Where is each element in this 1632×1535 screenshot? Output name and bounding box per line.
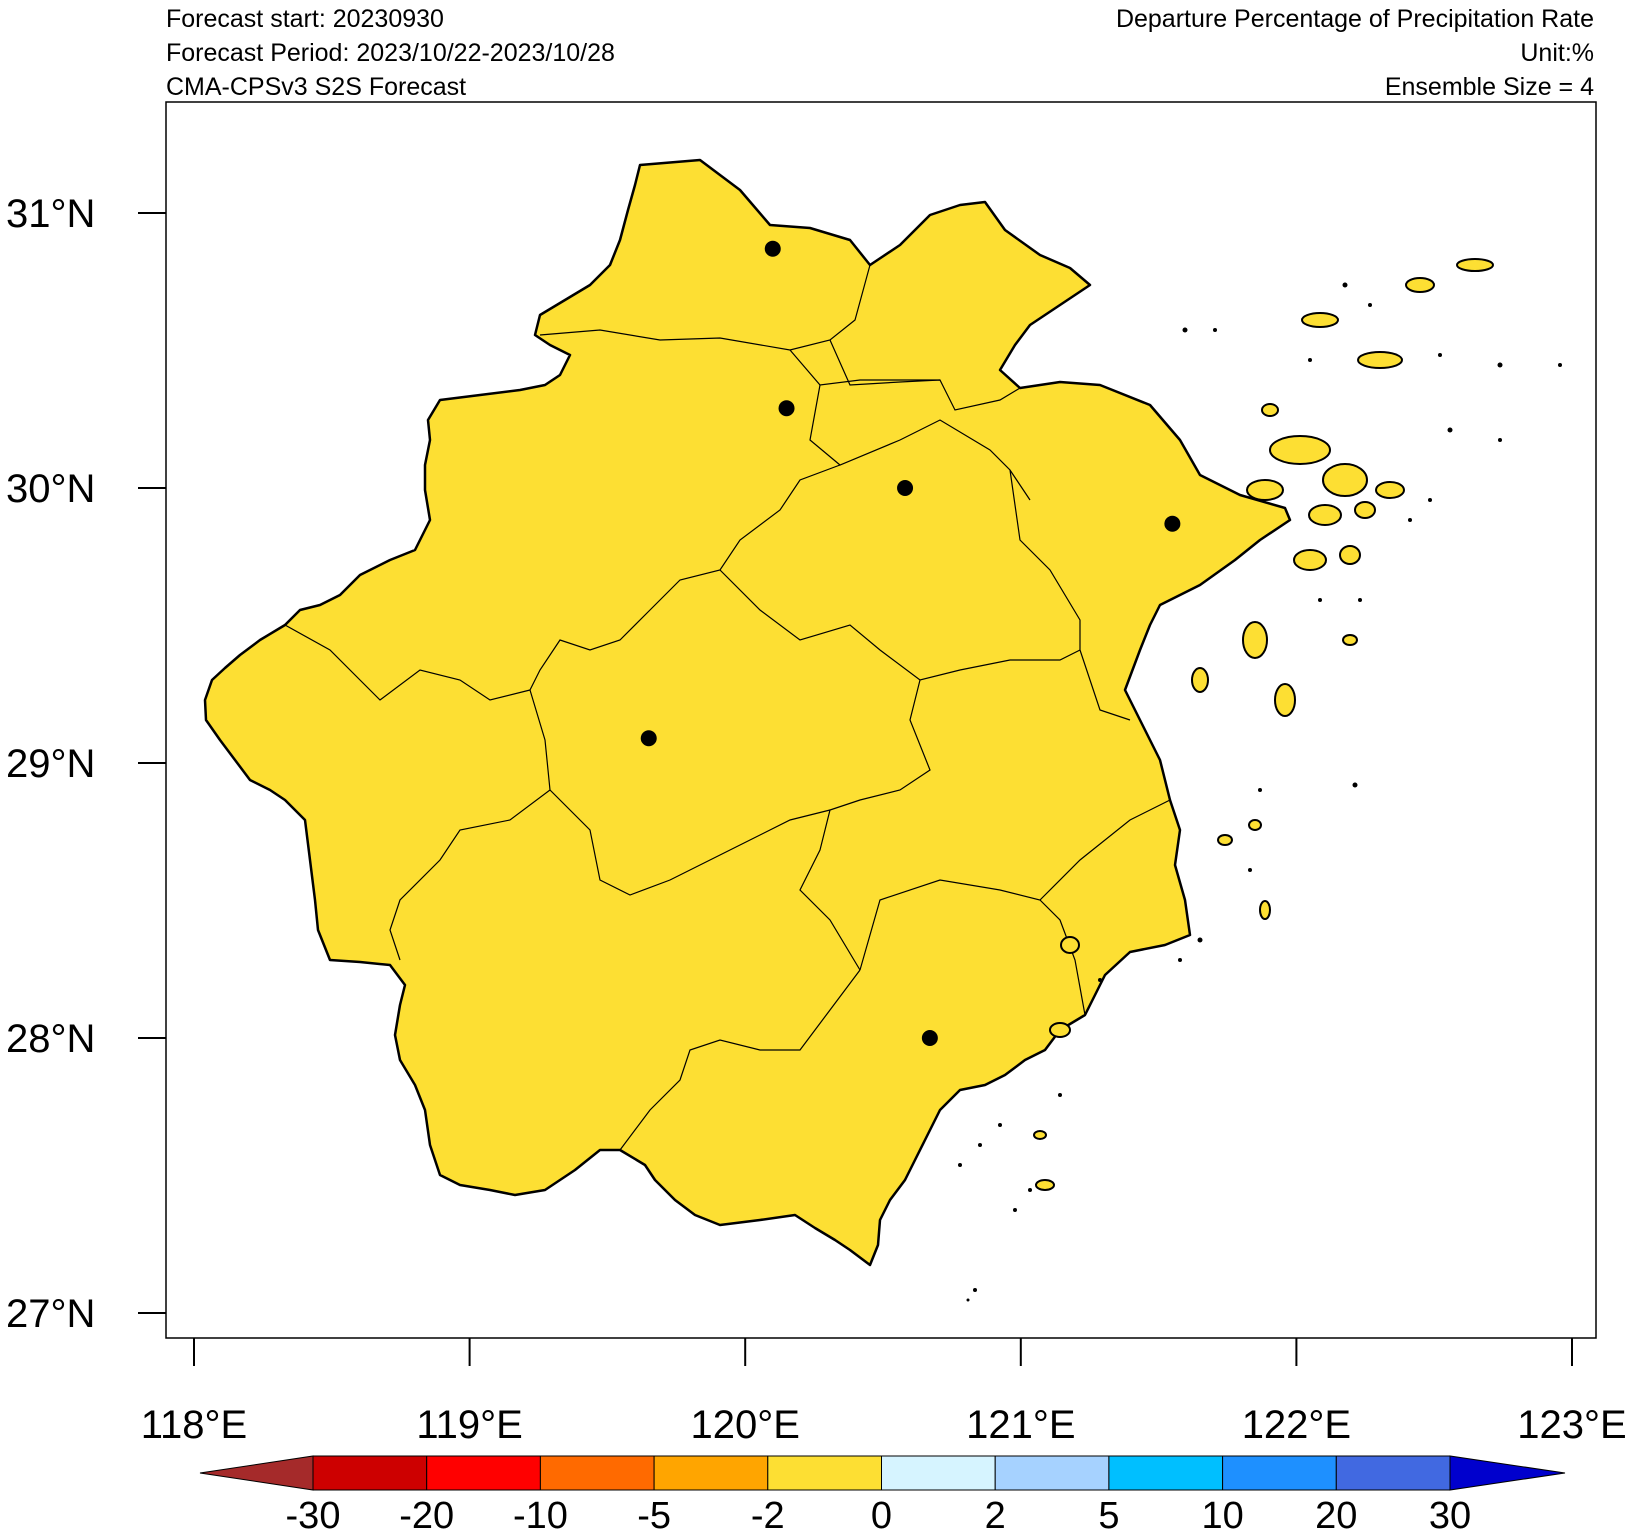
forecast-period-text: Forecast Period: 2023/10/22-2023/10/28: [166, 39, 615, 67]
lat-tick-label: 27°N: [6, 1292, 95, 1336]
colorbar-label: 30: [1429, 1495, 1471, 1535]
lat-tick-label: 29°N: [6, 742, 95, 786]
colorbar-right-arrow: [1449, 1455, 1566, 1491]
colorbar-box: [426, 1455, 541, 1491]
colorbar-label: -5: [637, 1495, 671, 1535]
city-marker: [640, 730, 657, 747]
colorbar-box: [1222, 1455, 1337, 1491]
colorbar-left-arrow: [199, 1455, 314, 1491]
model-text: CMA-CPSv3 S2S Forecast: [166, 73, 467, 101]
lat-tick-label: 31°N: [6, 192, 95, 236]
lat-tick-label: 28°N: [6, 1017, 95, 1061]
forecast-start-text: Forecast start: 20230930: [166, 5, 444, 33]
colorbar-box: [539, 1455, 655, 1491]
city-marker: [1164, 515, 1181, 532]
map-title: Departure Percentage of Precipitation Ra…: [1115, 5, 1594, 33]
colorbar-box: [312, 1455, 428, 1491]
colorbar-box: [653, 1455, 769, 1491]
colorbar-box: [1108, 1455, 1224, 1491]
colorbar-label: 10: [1201, 1495, 1243, 1535]
city-marker: [778, 400, 795, 417]
city-markers: [640, 240, 1181, 1046]
prefecture-boundaries: [284, 264, 1171, 1151]
colorbar: -30 -20 -10 -5 -2 0 2 5 10 20 30: [199, 1455, 1566, 1535]
colorbar-label: 2: [985, 1495, 1006, 1535]
lon-tick-label: 121°E: [966, 1403, 1075, 1447]
colorbar-box: [767, 1455, 882, 1491]
ensemble-size-text: Ensemble Size = 4: [1384, 73, 1594, 101]
header-left: Forecast start: 20230930 Forecast Period…: [166, 2, 615, 104]
city-marker: [921, 1030, 938, 1046]
colorbar-label: 0: [871, 1495, 892, 1535]
province-fill: [203, 158, 1292, 1267]
colorbar-box: [994, 1455, 1110, 1491]
lat-tick-label: 30°N: [6, 467, 95, 511]
city-marker: [764, 240, 781, 257]
colorbar-label: 5: [1098, 1495, 1119, 1535]
colorbar-label: -2: [751, 1495, 785, 1535]
colorbar-box: [881, 1455, 996, 1491]
colorbar-box: [1335, 1455, 1451, 1491]
colorbar-label: -30: [286, 1495, 341, 1535]
islands: [1033, 258, 1494, 1191]
lon-tick-label: 123°E: [1517, 1403, 1626, 1447]
latitude-axis: 31°N 30°N 29°N 28°N 27°N: [6, 192, 166, 1336]
colorbar-label: -10: [513, 1495, 568, 1535]
small-islands: [958, 282, 1562, 1302]
colorbar-label: -20: [399, 1495, 454, 1535]
lon-tick-label: 120°E: [690, 1403, 799, 1447]
unit-text: Unit:%: [1520, 39, 1594, 67]
map-frame: [165, 101, 1597, 1339]
city-marker: [897, 480, 914, 496]
lon-tick-label: 118°E: [141, 1403, 247, 1447]
lon-tick-label: 122°E: [1242, 1403, 1351, 1447]
header-right: Departure Percentage of Precipitation Ra…: [1116, 2, 1594, 104]
longitude-axis: 118°E 119°E 120°E 121°E 122°E 123°E: [141, 1338, 1627, 1447]
lon-tick-label: 119°E: [416, 1403, 522, 1447]
colorbar-label: 20: [1315, 1495, 1357, 1535]
